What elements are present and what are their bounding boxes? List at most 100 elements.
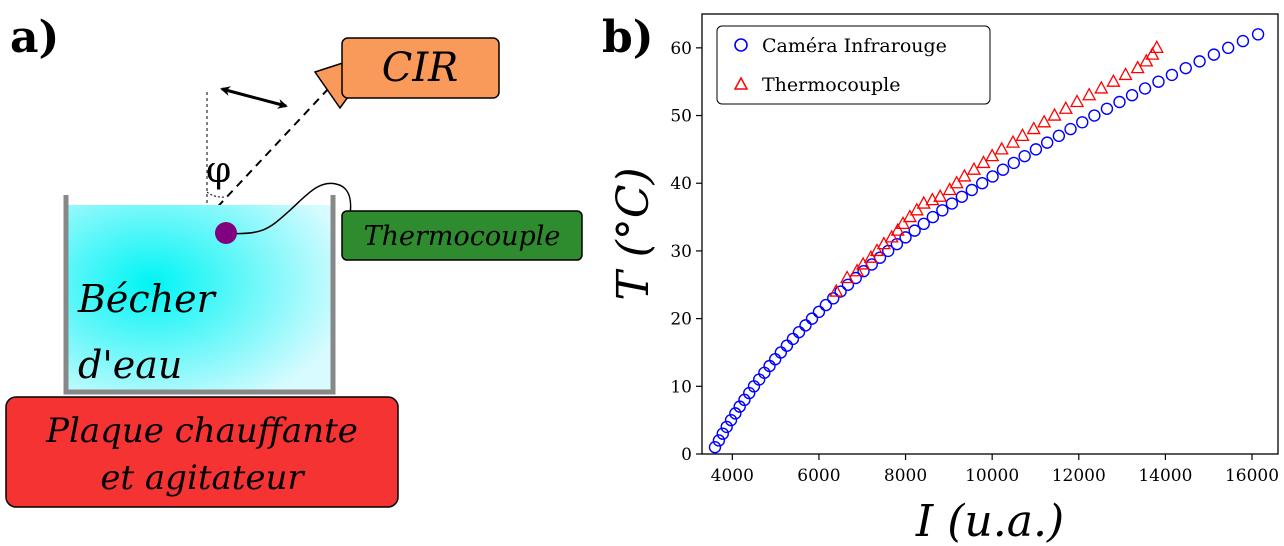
data-point-thermocouple (1015, 127, 1030, 141)
x-tick-label: 6000 (797, 466, 840, 486)
data-point-camera (1018, 149, 1031, 163)
data-point-camera (945, 197, 959, 210)
data-point-camera (936, 204, 949, 217)
data-point-thermocouple (909, 202, 924, 216)
data-point-thermocouple (884, 229, 899, 243)
data-point-camera (1138, 82, 1152, 95)
data-point-thermocouple (1026, 121, 1041, 135)
data-point-camera (1251, 28, 1265, 41)
data-point-camera (819, 298, 833, 312)
data-point-camera (908, 224, 921, 237)
angle-arc (206, 191, 226, 198)
y-tick-label: 50 (670, 107, 692, 127)
legend-label-thermocouple: Thermocouple (762, 74, 901, 96)
data-point-camera (841, 278, 855, 291)
data-point-thermocouple (916, 195, 931, 209)
data-point-thermocouple (1118, 67, 1133, 81)
phi-label: φ (206, 150, 231, 191)
data-point-thermocouple (1145, 46, 1160, 60)
data-point-camera (1029, 143, 1043, 156)
data-point-camera (955, 190, 969, 203)
data-point-camera (926, 210, 940, 224)
data-point-camera (1052, 129, 1066, 143)
data-point-thermocouple (1082, 87, 1097, 101)
y-tick-label: 40 (670, 174, 692, 194)
plot-frame (701, 13, 1279, 455)
data-point-thermocouple (869, 243, 885, 257)
data-point-camera (996, 163, 1010, 176)
data-point-camera (827, 292, 840, 305)
data-point-thermocouple (895, 215, 911, 229)
panel-b-letter: b) (602, 12, 654, 63)
x-tick-label: 16000 (1225, 466, 1279, 486)
y-tick-label: 60 (670, 39, 692, 59)
data-point-camera (786, 332, 800, 346)
data-point-thermocouple (1037, 114, 1052, 128)
beaker-wall (63, 195, 336, 395)
hot-plate-label-line1: Plaque chauffante (45, 411, 358, 451)
data-point-thermocouple (1130, 60, 1145, 74)
data-point-camera (834, 285, 847, 298)
data-point-thermocouple (1047, 107, 1062, 121)
data-point-thermocouple (966, 161, 982, 175)
water (66, 205, 333, 390)
x-tick-label: 14000 (1138, 466, 1192, 486)
legend-marker-camera (734, 38, 748, 52)
x-axis-label: I (u.a.) (915, 496, 1064, 546)
data-point-camera (780, 339, 794, 352)
y-tick-label: 10 (670, 377, 692, 397)
data-point-camera (1064, 122, 1077, 136)
data-point-camera (1113, 95, 1126, 109)
beaker-label-line1: Bécher (77, 277, 218, 321)
panel-a-letter: a) (10, 12, 59, 63)
data-point-thermocouple (1069, 94, 1085, 108)
data-point-camera (917, 217, 930, 231)
legend: Caméra Infrarouge Thermocouple (716, 25, 991, 105)
data-point-camera (857, 265, 870, 278)
data-point-camera (720, 420, 733, 434)
data-points (708, 28, 1265, 454)
data-point-thermocouple (1139, 53, 1154, 67)
data-point-camera (899, 231, 912, 244)
setup-diagram: a) φ CIR Bécher d'eau Thermocouple (5, 12, 583, 508)
data-point-thermocouple (1058, 100, 1073, 114)
data-point-thermocouple (949, 175, 964, 189)
thermocouple-probe-dot (215, 222, 237, 244)
data-point-camera (1040, 136, 1054, 149)
data-point-camera (1236, 34, 1250, 48)
data-point-thermocouple (1005, 134, 1021, 148)
cir-label: CIR (382, 45, 459, 91)
y-tick-label: 20 (670, 310, 692, 330)
hot-plate: Plaque chauffante et agitateur (5, 396, 399, 508)
data-point-camera (1179, 61, 1192, 75)
data-point-camera (986, 170, 999, 183)
data-point-camera (799, 319, 812, 332)
line-of-sight (207, 86, 331, 218)
data-point-camera (1125, 89, 1139, 102)
data-point-thermocouple (890, 222, 905, 236)
data-point-thermocouple (863, 249, 878, 263)
beaker-label-line2: d'eau (78, 343, 182, 387)
data-point-camera (768, 353, 782, 366)
data-point-thermocouple (829, 283, 844, 297)
data-point-camera (805, 312, 819, 325)
data-point-thermocouple (957, 168, 972, 182)
data-point-thermocouple (849, 263, 865, 277)
x-tick-label: 10000 (965, 466, 1019, 486)
data-point-camera (1221, 41, 1235, 55)
legend-label-camera: Caméra Infrarouge (762, 35, 947, 57)
cir-camera: CIR (313, 37, 500, 110)
y-tick-label: 0 (681, 445, 692, 465)
data-point-camera (774, 346, 788, 359)
thermocouple-wire (225, 182, 352, 235)
rotation-double-arrow (220, 86, 288, 109)
data-point-camera (708, 441, 722, 454)
y-axis-label: T (°C) (608, 167, 659, 300)
data-point-thermocouple (1106, 73, 1121, 87)
data-point-thermocouple (994, 141, 1009, 155)
data-point-thermocouple (1149, 39, 1164, 53)
data-point-thermocouple (976, 155, 991, 169)
data-point-camera (1165, 68, 1179, 82)
hot-plate-label-line2: et agitateur (100, 458, 305, 498)
